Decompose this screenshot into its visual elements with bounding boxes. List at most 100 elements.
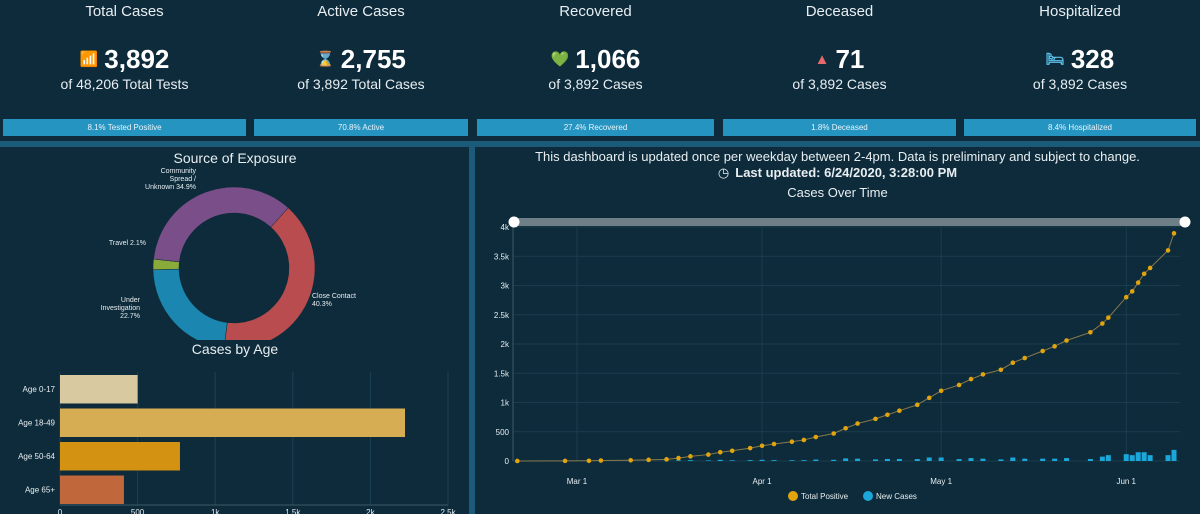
- total-positive-point[interactable]: [980, 372, 986, 377]
- new-cases-bar[interactable]: [956, 459, 962, 461]
- total-positive-point[interactable]: [562, 458, 568, 464]
- new-cases-bar[interactable]: [980, 458, 986, 461]
- age-bar-age-50-64[interactable]: [60, 442, 180, 471]
- new-cases-bar[interactable]: [789, 460, 795, 461]
- total-positive-point[interactable]: [717, 449, 723, 455]
- new-cases-bar[interactable]: [938, 457, 944, 461]
- total-positive-point[interactable]: [1165, 248, 1171, 253]
- total-positive-point[interactable]: [586, 458, 592, 464]
- total-positive-point[interactable]: [628, 457, 634, 463]
- new-cases-bar[interactable]: [729, 460, 735, 461]
- total-positive-point[interactable]: [1040, 348, 1045, 354]
- new-cases-bar[interactable]: [914, 459, 920, 461]
- total-positive-point[interactable]: [1064, 338, 1069, 343]
- total-positive-point[interactable]: [706, 452, 711, 457]
- legend-label[interactable]: Total Positive: [801, 492, 849, 501]
- total-positive-point[interactable]: [1106, 315, 1111, 320]
- total-positive-point[interactable]: [646, 457, 651, 463]
- total-positive-point[interactable]: [1100, 321, 1105, 326]
- new-cases-bar[interactable]: [998, 459, 1004, 461]
- new-cases-bar[interactable]: [1123, 454, 1129, 461]
- total-positive-point[interactable]: [1141, 271, 1147, 277]
- total-positive-point[interactable]: [914, 402, 920, 408]
- total-positive-point[interactable]: [831, 431, 837, 436]
- new-cases-bar[interactable]: [896, 458, 902, 461]
- new-cases-bar[interactable]: [717, 459, 723, 461]
- total-positive-point[interactable]: [1052, 344, 1057, 349]
- total-positive-point[interactable]: [789, 439, 795, 444]
- new-cases-bar[interactable]: [813, 459, 819, 461]
- new-cases-bar[interactable]: [1099, 456, 1105, 461]
- new-cases-bar[interactable]: [1105, 455, 1111, 461]
- total-positive-point[interactable]: [938, 388, 944, 394]
- total-positive-point[interactable]: [759, 443, 765, 449]
- total-positive-point[interactable]: [1147, 265, 1153, 271]
- new-cases-bar[interactable]: [1135, 452, 1141, 461]
- total-positive-point[interactable]: [956, 382, 962, 388]
- age-bar-age-18-49[interactable]: [60, 408, 406, 438]
- total-positive-point[interactable]: [747, 445, 753, 451]
- total-positive-point[interactable]: [515, 458, 520, 464]
- donut-slice-community-spread-unknown[interactable]: [153, 186, 289, 263]
- total-positive-point[interactable]: [1010, 360, 1016, 366]
- total-positive-point[interactable]: [729, 448, 735, 454]
- new-cases-bar[interactable]: [968, 458, 974, 461]
- total-positive-point[interactable]: [873, 416, 878, 422]
- new-cases-bar[interactable]: [1064, 458, 1070, 461]
- new-cases-bar[interactable]: [1147, 455, 1153, 461]
- legend-label[interactable]: New Cases: [876, 492, 917, 501]
- total-positive-point[interactable]: [1022, 355, 1028, 361]
- total-positive-point[interactable]: [843, 425, 848, 431]
- slider-start-handle[interactable]: [508, 216, 520, 228]
- new-cases-bar[interactable]: [926, 457, 932, 461]
- x-tick-label: Jun 1: [1116, 477, 1136, 486]
- new-cases-bar[interactable]: [843, 458, 849, 461]
- new-cases-bar[interactable]: [873, 459, 878, 461]
- total-positive-point[interactable]: [598, 458, 604, 463]
- total-positive-point[interactable]: [1129, 289, 1135, 294]
- new-cases-bar[interactable]: [1141, 452, 1147, 461]
- total-positive-point[interactable]: [885, 412, 890, 418]
- total-positive-point[interactable]: [926, 395, 932, 401]
- new-cases-bar[interactable]: [831, 459, 837, 461]
- new-cases-bar[interactable]: [1010, 457, 1016, 461]
- new-cases-bar[interactable]: [771, 460, 777, 461]
- total-positive-point[interactable]: [801, 437, 807, 443]
- total-positive-point[interactable]: [1123, 294, 1129, 300]
- total-positive-point[interactable]: [1171, 231, 1177, 236]
- new-cases-bar[interactable]: [747, 460, 753, 461]
- total-positive-point[interactable]: [998, 367, 1004, 373]
- donut-slice-under-investigation[interactable]: [152, 268, 228, 340]
- total-positive-point[interactable]: [855, 421, 860, 426]
- new-cases-bar[interactable]: [1171, 449, 1177, 461]
- legend-marker-total-positive[interactable]: [788, 491, 798, 501]
- total-positive-point[interactable]: [688, 454, 693, 459]
- new-cases-bar[interactable]: [1165, 455, 1171, 461]
- new-cases-bar[interactable]: [855, 458, 861, 461]
- donut-slice-close-contact[interactable]: [224, 207, 316, 340]
- total-positive-point[interactable]: [813, 434, 819, 440]
- new-cases-bar[interactable]: [1129, 455, 1135, 461]
- legend-marker-new-cases[interactable]: [863, 491, 873, 501]
- date-range-slider-track[interactable]: [513, 218, 1186, 226]
- new-cases-bar[interactable]: [1040, 458, 1046, 461]
- total-positive-point[interactable]: [676, 455, 681, 461]
- total-positive-point[interactable]: [1088, 330, 1093, 335]
- new-cases-bar[interactable]: [884, 458, 890, 461]
- new-cases-bar[interactable]: [1052, 458, 1058, 461]
- total-positive-point[interactable]: [771, 441, 777, 447]
- new-cases-bar[interactable]: [675, 460, 681, 461]
- new-cases-bar[interactable]: [705, 460, 711, 461]
- slider-end-handle[interactable]: [1179, 216, 1191, 228]
- total-positive-point[interactable]: [664, 457, 669, 462]
- new-cases-bar[interactable]: [759, 459, 765, 461]
- new-cases-bar[interactable]: [687, 460, 693, 461]
- new-cases-bar[interactable]: [1022, 458, 1028, 461]
- total-positive-point[interactable]: [897, 408, 902, 413]
- total-positive-point[interactable]: [968, 376, 974, 382]
- total-positive-point[interactable]: [1135, 280, 1141, 285]
- new-cases-bar[interactable]: [1087, 458, 1093, 461]
- age-bar-age-0-17[interactable]: [60, 375, 138, 404]
- new-cases-bar[interactable]: [801, 460, 807, 461]
- age-bar-age-65-[interactable]: [60, 475, 124, 505]
